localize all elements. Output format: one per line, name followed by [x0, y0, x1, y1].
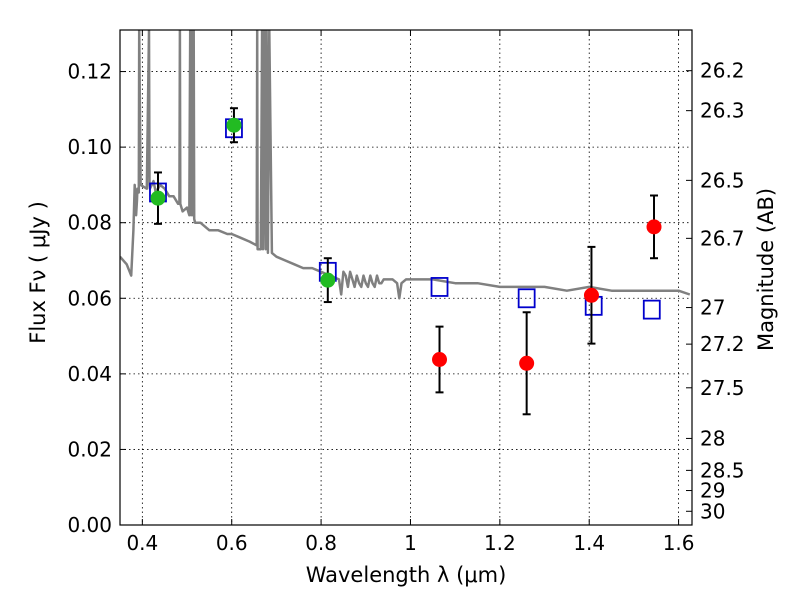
- y-tick-label: 0.02: [67, 437, 112, 461]
- y-tick-label: 0.06: [67, 286, 112, 310]
- x-tick-label: 0.4: [126, 531, 158, 555]
- x-axis-label: Wavelength λ (μm): [306, 563, 507, 587]
- x-tick-label: 1.6: [663, 531, 695, 555]
- spectrum-line: [120, 30, 691, 300]
- plot-frame: [119, 29, 693, 526]
- model-spectrum: [120, 30, 691, 300]
- observed-flux-point: [583, 287, 599, 303]
- observed-flux-point: [150, 190, 166, 206]
- y2-tick-label: 28: [700, 426, 725, 450]
- y-tick-label: 0.00: [67, 513, 112, 537]
- y-tick-label: 0.12: [67, 60, 112, 84]
- y2-tick-label: 29: [700, 479, 725, 503]
- grid-lines: [120, 30, 692, 526]
- y2-tick-label: 27: [700, 296, 725, 320]
- y-axis-label: Flux Fν ( μJy ): [26, 201, 50, 344]
- data-markers: [149, 107, 662, 416]
- y-tick-label: 0.04: [67, 362, 112, 386]
- x-tick-label: 1.4: [573, 531, 605, 555]
- axis-ticks: 0.4 0.6 0.8 1 1.2 1.4 1.6 0.00 0.02 0.04 0.06 0.08 0…: [67, 30, 745, 555]
- y2-tick-label: 26.7: [700, 226, 745, 250]
- model-photometry-square: [430, 277, 449, 297]
- x-tick-label: 0.6: [216, 531, 248, 555]
- y2-tick-label: 26.2: [700, 59, 745, 83]
- y2-tick-label: 27.2: [700, 332, 745, 356]
- y2-tick-label: 26.5: [700, 168, 745, 192]
- model-photometry-square: [642, 299, 661, 320]
- y-tick-label: 0.10: [67, 135, 112, 159]
- y2-tick-label: 26.3: [700, 99, 745, 123]
- y-tick-label: 0.08: [67, 211, 112, 235]
- x-tick-label: 1.2: [484, 531, 516, 555]
- y2-tick-label: 28.5: [700, 458, 745, 482]
- x-tick-label: 1: [404, 531, 417, 555]
- observed-flux-point: [226, 117, 242, 133]
- observed-flux-point: [320, 272, 336, 288]
- y2-tick-label: 30: [700, 499, 725, 523]
- x-tick-label: 0.8: [305, 531, 337, 555]
- y2-tick-label: 27.5: [700, 376, 745, 400]
- observed-flux-point: [646, 219, 662, 235]
- model-photometry-square: [517, 288, 536, 309]
- observed-flux-point: [432, 351, 448, 367]
- y2-axis-label: Magnitude (AB): [754, 188, 778, 351]
- observed-flux-point: [519, 355, 535, 371]
